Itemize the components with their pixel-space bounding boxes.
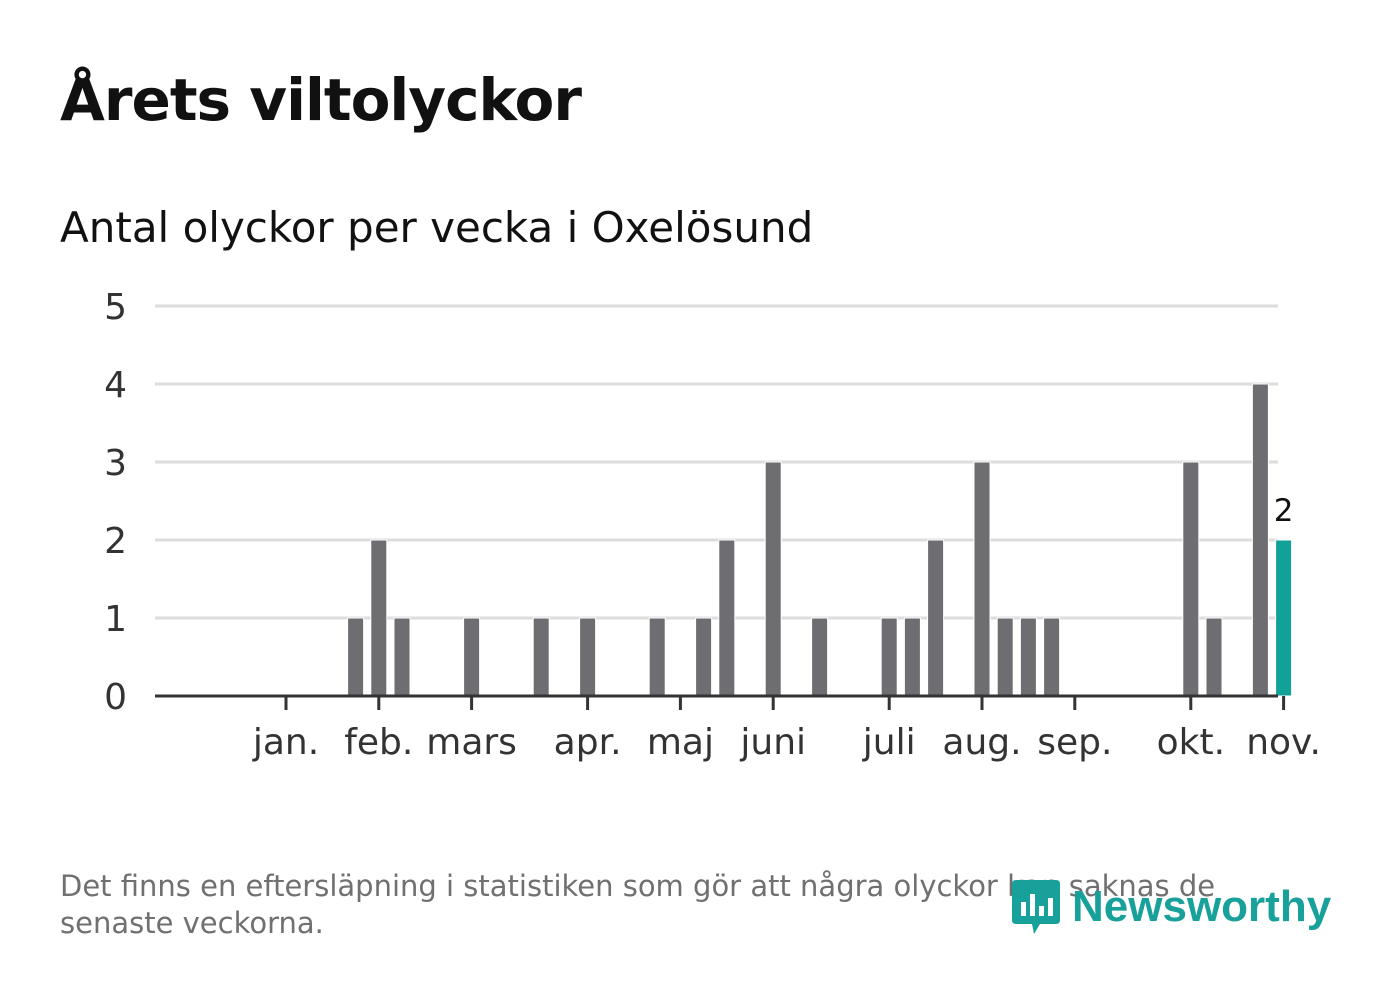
logo-text: Newsworthy xyxy=(1072,882,1332,931)
x-tick-label-juli: juli xyxy=(862,722,916,763)
y-tick-label-1: 1 xyxy=(104,599,127,640)
bar-week-22 xyxy=(718,539,736,697)
bar-week-21 xyxy=(695,617,713,697)
x-tick-label-feb.: feb. xyxy=(344,722,413,763)
bar-week-34 xyxy=(996,617,1014,697)
y-tick-label-0: 0 xyxy=(104,677,127,718)
x-tick-label-aug.: aug. xyxy=(942,722,1021,763)
bar-week-35 xyxy=(1019,617,1037,697)
bar-week-29 xyxy=(880,617,898,697)
chart-title: Årets viltolyckor xyxy=(60,66,582,134)
x-tick-label-apr.: apr. xyxy=(554,722,622,763)
bar-week-43 xyxy=(1205,617,1223,697)
bar-week-11 xyxy=(463,617,481,697)
x-tick-label-nov.: nov. xyxy=(1246,722,1321,763)
weekly-accidents-bar-chart: 0 1 2 3 4 5 2 jan. feb. mars apr. maj juni juli aug.… xyxy=(104,287,1321,763)
bar-week-16 xyxy=(579,617,597,697)
bar-week-7 xyxy=(370,539,388,697)
x-tick-label-jan.: jan. xyxy=(252,722,319,763)
bar-week-45 xyxy=(1251,383,1269,697)
bar-highlight-week-46 xyxy=(1275,539,1293,697)
y-tick-label-3: 3 xyxy=(104,443,127,484)
bar-week-14 xyxy=(532,617,550,697)
bar-week-19 xyxy=(648,617,666,697)
x-tick-label-maj: maj xyxy=(647,722,714,763)
bar-week-26 xyxy=(811,617,829,697)
chart-subtitle: Antal olyckor per vecka i Oxelösund xyxy=(60,203,814,252)
y-axis-tick-labels: 0 1 2 3 4 5 xyxy=(104,287,127,718)
bar-week-42 xyxy=(1182,461,1200,697)
bar-week-8 xyxy=(393,617,411,697)
bar-week-36 xyxy=(1043,617,1061,697)
bar-week-24 xyxy=(764,461,782,697)
bar-week-6 xyxy=(347,617,365,697)
newsworthy-logo-icon xyxy=(1012,880,1060,934)
bar-week-31 xyxy=(927,539,945,697)
bar-week-33 xyxy=(973,461,991,697)
bar-week-30 xyxy=(903,617,921,697)
x-tick-label-okt.: okt. xyxy=(1157,722,1225,763)
y-tick-label-5: 5 xyxy=(104,287,127,328)
x-axis-month-ticks: jan. feb. mars apr. maj juni juli aug. sep. okt. n… xyxy=(252,696,1321,763)
x-tick-label-mars: mars xyxy=(426,722,517,763)
grid-lines xyxy=(155,304,1278,620)
bar-data-label: 2 xyxy=(1274,493,1294,529)
x-tick-label-juni: juni xyxy=(739,722,806,763)
newsworthy-logo: Newsworthy xyxy=(1010,876,1331,938)
x-tick-label-sep.: sep. xyxy=(1037,722,1112,763)
y-tick-label-4: 4 xyxy=(104,365,127,406)
y-tick-label-2: 2 xyxy=(104,521,127,562)
